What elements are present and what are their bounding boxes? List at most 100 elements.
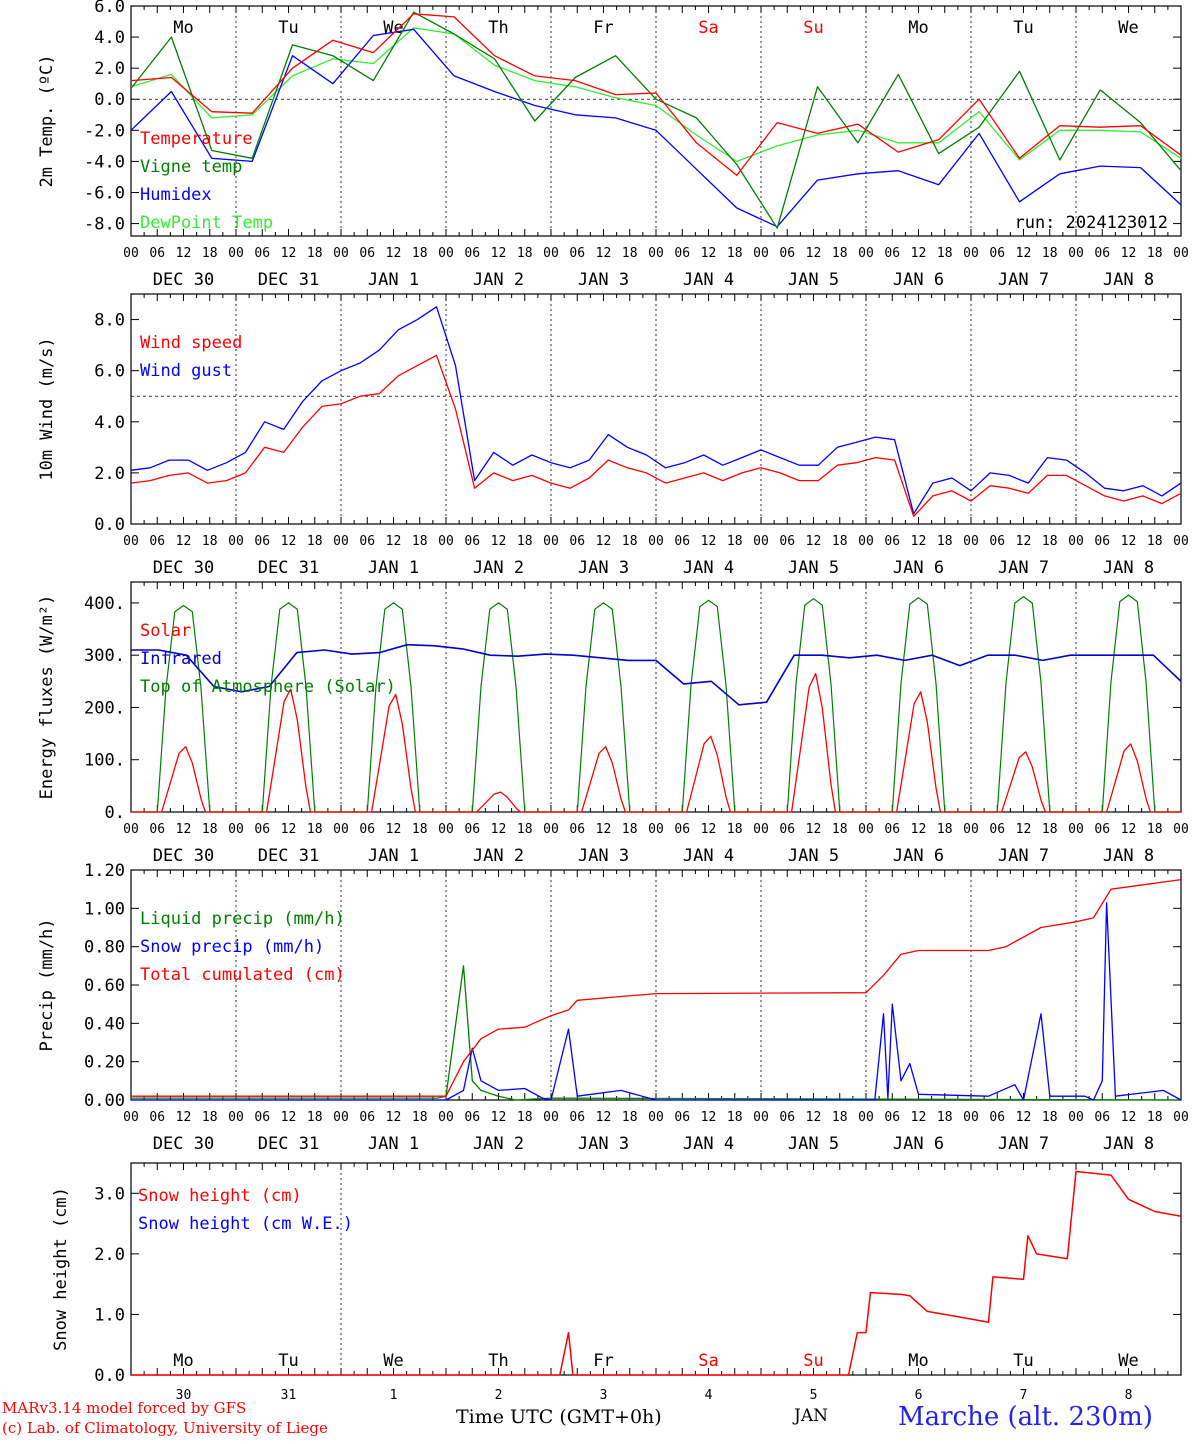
x-date-label: JAN 7 — [998, 1134, 1049, 1154]
x-date-label: JAN 1 — [368, 1134, 419, 1154]
x-hour-label: 06 — [464, 1110, 480, 1125]
x-date-label: JAN 7 — [998, 558, 1049, 578]
x-hour-label: 18 — [727, 822, 743, 837]
x-hour-label: 00 — [1173, 1110, 1189, 1125]
x-hour-label: 00 — [228, 1110, 244, 1125]
x-date-label: JAN 1 — [368, 846, 419, 866]
x-hour-label: 06 — [149, 534, 165, 549]
x-date-label: DEC 31 — [258, 1134, 319, 1154]
x-hour-label: 06 — [359, 822, 375, 837]
x-hour-label: 12 — [701, 534, 717, 549]
x-hour-label: 12 — [1121, 246, 1137, 261]
x-hour-label: 12 — [281, 534, 297, 549]
x-hour-label: 12 — [1016, 246, 1032, 261]
x-hour-label: 00 — [1173, 534, 1189, 549]
x-hour-label: 06 — [149, 1110, 165, 1125]
y-tick-label: 0.0 — [94, 515, 125, 535]
y-tick-label: 200. — [84, 698, 125, 718]
weekday-label: We — [1118, 1351, 1138, 1371]
credit-line-2: (c) Lab. of Climatology, University of L… — [2, 1419, 328, 1437]
weekday-label: Tu — [1013, 18, 1033, 38]
x-hour-label: 12 — [176, 1110, 192, 1125]
x-hour-label: 00 — [1068, 534, 1084, 549]
x-hour-label: 06 — [149, 246, 165, 261]
x-hour-label: 18 — [1042, 534, 1058, 549]
weekday-label: Tu — [1013, 1351, 1033, 1371]
x-hour-label: 00 — [858, 246, 874, 261]
x-hour-label: 06 — [779, 1110, 795, 1125]
precip-series-line — [131, 878, 1182, 1097]
x-hour-label: 18 — [307, 1110, 323, 1125]
x-axis-title: Time UTC (GMT+0h) — [456, 1406, 662, 1428]
x-hour-label: 00 — [1173, 246, 1189, 261]
month-label: JAN — [794, 1406, 828, 1426]
x-hour-label: 06 — [779, 534, 795, 549]
x-date-label: JAN 2 — [473, 270, 524, 290]
x-hour-label: 00 — [228, 246, 244, 261]
x-hour-label: 06 — [569, 1110, 585, 1125]
y-tick-label: 2.0 — [94, 1245, 125, 1265]
x-date-label: JAN 5 — [788, 846, 839, 866]
weekday-label: Tu — [278, 18, 298, 38]
y-tick-label: 1.0 — [94, 1305, 125, 1325]
x-date-label: JAN 7 — [998, 846, 1049, 866]
x-hour-label: 12 — [1016, 822, 1032, 837]
x-hour-label: 12 — [176, 822, 192, 837]
x-date-label: JAN 3 — [578, 270, 629, 290]
temp-series-line — [130, 28, 1182, 228]
y-tick-label: 6.0 — [94, 362, 125, 382]
x-hour-label: 12 — [281, 246, 297, 261]
x-hour-label: 00 — [333, 534, 349, 549]
precip-series-line — [131, 965, 1182, 1101]
credit-line-1: MARv3.14 model forced by GFS — [2, 1399, 247, 1417]
x-hour-label: 12 — [701, 1110, 717, 1125]
y-tick-label: 2.0 — [94, 464, 125, 484]
x-hour-label: 06 — [1094, 246, 1110, 261]
x-hour-label: 06 — [989, 1110, 1005, 1125]
x-hour-label: 06 — [464, 246, 480, 261]
x-hour-label: 18 — [622, 1110, 638, 1125]
x-hour-label: 18 — [1147, 822, 1163, 837]
x-date-label: JAN 6 — [893, 558, 944, 578]
x-date-label: JAN 8 — [1103, 558, 1154, 578]
x-hour-label: 06 — [989, 246, 1005, 261]
x-hour-label: 18 — [727, 1110, 743, 1125]
day-number-label: 4 — [705, 1388, 713, 1403]
infrared-line — [131, 643, 1182, 706]
x-hour-label: 00 — [333, 246, 349, 261]
x-hour-label: 12 — [596, 822, 612, 837]
x-hour-label: 18 — [1042, 1110, 1058, 1125]
x-date-label: JAN 8 — [1103, 270, 1154, 290]
x-hour-label: 06 — [989, 534, 1005, 549]
weekday-label: We — [1118, 18, 1138, 38]
x-hour-label: 12 — [1016, 1110, 1032, 1125]
solar-line — [131, 672, 1181, 813]
x-hour-label: 12 — [596, 1110, 612, 1125]
x-hour-label: 18 — [1147, 534, 1163, 549]
y-tick-label: 3.0 — [94, 1184, 125, 1204]
x-hour-label: 06 — [359, 1110, 375, 1125]
x-hour-label: 00 — [228, 534, 244, 549]
x-hour-label: 12 — [386, 534, 402, 549]
legend-entry: Snow height (cm W.E.) — [138, 1214, 353, 1234]
x-hour-label: 00 — [438, 1110, 454, 1125]
x-hour-label: 18 — [832, 246, 848, 261]
weekday-label: Mo — [173, 18, 193, 38]
x-hour-label: 00 — [543, 534, 559, 549]
x-hour-label: 06 — [149, 822, 165, 837]
x-date-label: DEC 30 — [153, 558, 214, 578]
x-hour-label: 12 — [491, 246, 507, 261]
x-hour-label: 06 — [254, 534, 270, 549]
x-date-label: JAN 1 — [368, 558, 419, 578]
legend-entry: Total cumulated (cm) — [140, 965, 345, 985]
x-hour-label: 00 — [753, 822, 769, 837]
x-hour-label: 06 — [674, 534, 690, 549]
x-hour-label: 06 — [359, 534, 375, 549]
x-date-label: JAN 2 — [473, 558, 524, 578]
wind-series-line — [130, 306, 1182, 515]
x-hour-label: 00 — [648, 822, 664, 837]
y-axis-label: Energy fluxes (W/m²) — [37, 595, 57, 800]
day-number-label: 2 — [495, 1388, 503, 1403]
x-hour-label: 00 — [438, 822, 454, 837]
x-hour-label: 18 — [307, 246, 323, 261]
